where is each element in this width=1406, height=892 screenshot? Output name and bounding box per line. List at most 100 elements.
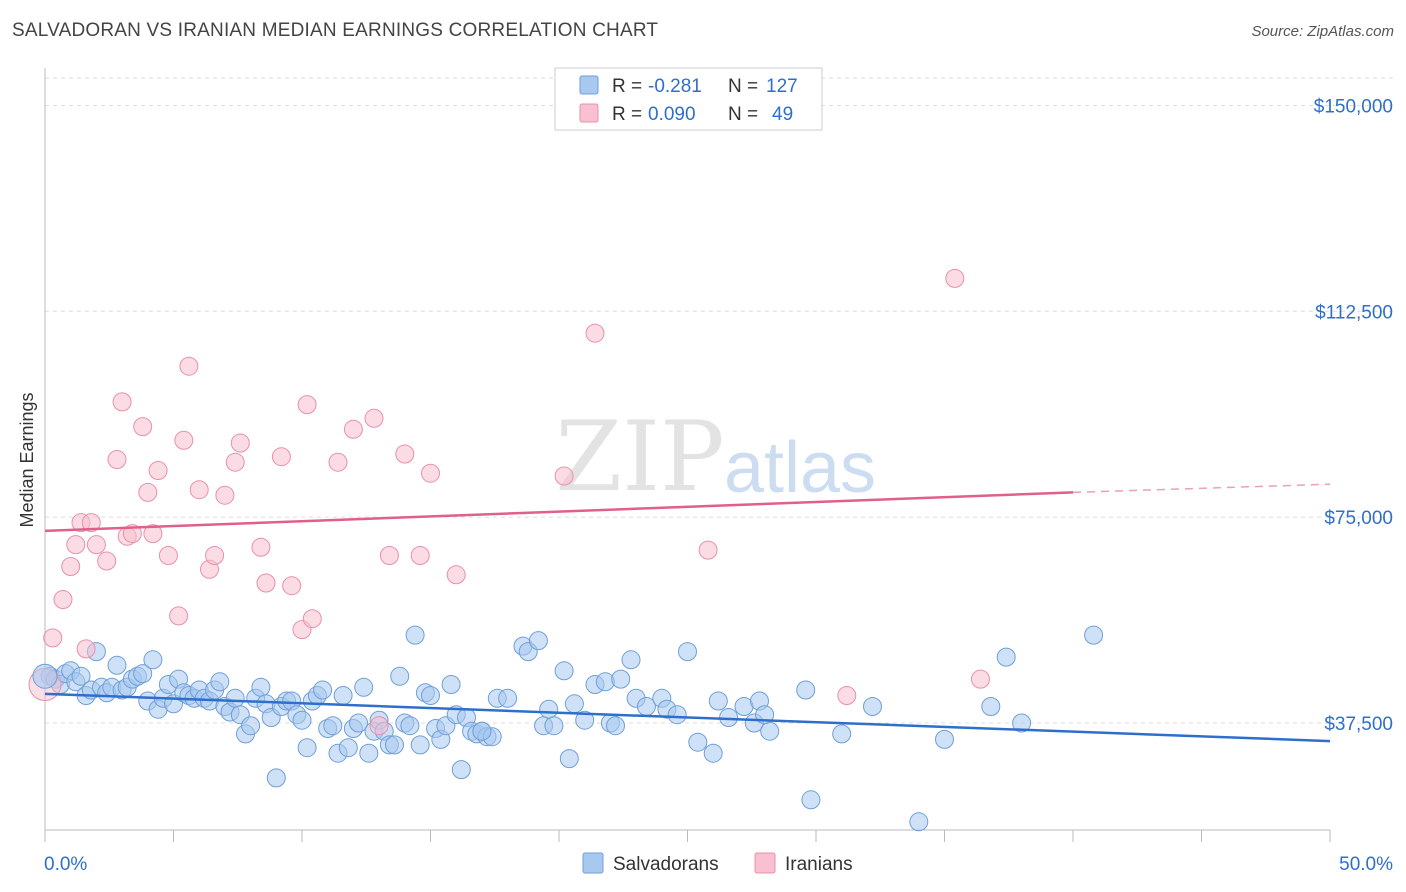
data-point [97, 551, 117, 571]
data-point [909, 812, 929, 832]
series-salvadorans [40, 625, 1104, 832]
legend-r-value: -0.281 [648, 76, 702, 97]
data-point [81, 513, 101, 533]
data-point [498, 688, 518, 708]
data-point [297, 395, 317, 415]
data-point [708, 691, 728, 711]
data-point [76, 639, 96, 659]
y-tick-label: $75,000 [1324, 508, 1393, 529]
y-tick-label: $150,000 [1314, 96, 1393, 117]
data-point [575, 710, 595, 730]
data-point [832, 724, 852, 744]
data-point [971, 669, 990, 689]
data-point [251, 677, 271, 697]
data-point [107, 655, 127, 675]
data-point [395, 444, 415, 464]
data-point [179, 356, 199, 376]
legend-r-label: R = [612, 76, 642, 97]
data-point [189, 480, 209, 500]
legend-n-value: 127 [766, 76, 798, 97]
data-point [133, 417, 153, 437]
legend-correlation: R = -0.281 N = 127 R = 0.090 N = 49 [554, 67, 823, 131]
series-iranians [28, 268, 990, 736]
data-point [343, 419, 363, 439]
data-point [410, 735, 430, 755]
watermark-zip: ZIP [555, 401, 724, 513]
data-point [349, 713, 368, 733]
legend-n-value: 49 [772, 104, 793, 125]
y-tick-label: $37,500 [1324, 714, 1393, 735]
data-point [421, 686, 440, 705]
data-point [241, 716, 261, 736]
data-point [215, 485, 235, 505]
y-tick-labels: $37,500 $75,000 $112,500 $150,000 [1314, 96, 1393, 735]
data-point [1084, 625, 1104, 645]
x-tick-label: 50.0% [1339, 854, 1393, 875]
legend-row-salvadorans: R = -0.281 N = 127 [579, 75, 798, 97]
data-point [441, 675, 461, 694]
data-point [554, 661, 574, 681]
data-point [158, 546, 178, 565]
data-point [138, 482, 158, 502]
data-point [297, 738, 317, 758]
data-point [122, 524, 142, 544]
data-point [338, 738, 358, 758]
data-point [313, 680, 333, 700]
y-tick-label: $112,500 [1315, 302, 1393, 323]
legend-n-label: N = [728, 76, 758, 97]
legend-bottom-label-iranians: Iranians [785, 854, 853, 875]
legend-r-value: 0.090 [648, 104, 696, 125]
data-point [148, 461, 168, 480]
data-point [251, 537, 271, 557]
data-point [71, 666, 91, 686]
data-point [611, 669, 631, 689]
data-point [225, 688, 245, 708]
data-point [678, 642, 697, 662]
data-point [174, 430, 194, 450]
data-point [719, 708, 739, 727]
data-point [143, 524, 163, 544]
watermark-atlas: atlas [724, 428, 876, 508]
data-point [282, 576, 302, 596]
data-point [364, 408, 384, 428]
data-point [935, 729, 954, 749]
data-point [837, 686, 857, 705]
data-point [564, 694, 584, 714]
data-point [333, 686, 353, 705]
data-point [302, 609, 322, 629]
data-point [688, 732, 708, 752]
data-point [621, 650, 641, 670]
trend-line-salvadorans [44, 692, 1331, 743]
legend-row-iranians: R = 0.090 N = 49 [579, 103, 793, 125]
legend-series: Salvadorans Iranians [582, 852, 853, 875]
x-tick-label: 0.0% [44, 854, 87, 875]
data-point [1012, 713, 1032, 733]
trend-lines [44, 483, 1331, 743]
data-point [112, 392, 132, 412]
data-point [544, 716, 564, 736]
data-point [400, 716, 420, 736]
data-point [801, 790, 821, 810]
data-point [369, 716, 389, 736]
legend-bottom-swatch-salvadorans [582, 852, 604, 874]
data-point [451, 760, 471, 780]
data-point-cluster [32, 663, 58, 689]
legend-bottom-label-salvadorans: Salvadorans [613, 854, 719, 875]
data-point [760, 721, 780, 741]
data-point [796, 680, 816, 700]
data-point [554, 466, 574, 486]
legend-r-label: R = [612, 104, 642, 125]
data-point [354, 677, 374, 697]
data-point [945, 268, 965, 288]
y-axis-label: Median Earnings [17, 392, 37, 527]
trend-line-iranians [44, 491, 1074, 533]
data-point [585, 323, 605, 343]
source-label: Source: ZipAtlas.com [1251, 23, 1394, 40]
data-point [390, 666, 410, 686]
data-point [421, 463, 440, 483]
axes [44, 68, 1331, 842]
data-point [43, 628, 63, 648]
data-point [606, 716, 625, 736]
data-point [863, 697, 882, 716]
data-point [359, 743, 379, 763]
